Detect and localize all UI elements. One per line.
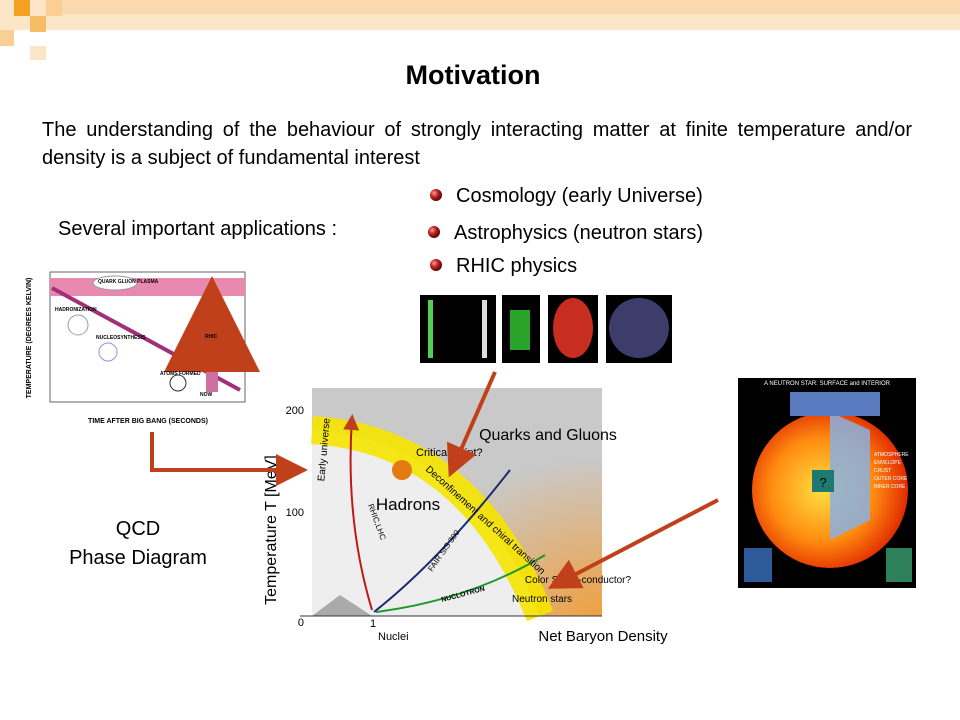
phase-diagram: Quarks and Gluons Hadrons Color Super-co… <box>263 388 668 645</box>
intro-paragraph: The understanding of the behaviour of st… <box>42 119 912 169</box>
bullet-text: RHIC physics <box>456 255 577 277</box>
region-label: Hadrons <box>376 495 440 514</box>
x-axis-label: Net Baryon Density <box>538 628 668 645</box>
corner-decoration <box>0 0 960 60</box>
region-label: Neutron stars <box>512 594 572 605</box>
y-tick-label: 0 <box>298 617 304 629</box>
collision-images <box>420 295 672 363</box>
region-label: Quarks and Gluons <box>479 427 617 444</box>
x-tick-note: Nuclei <box>378 631 409 643</box>
plot-label: HADRONIZATION <box>55 307 97 313</box>
plot-label: NOW <box>200 392 213 398</box>
x-tick-label: 1 <box>370 618 376 630</box>
arrows <box>150 371 719 589</box>
plot-label: QUARK GLUON PLASMA <box>98 279 159 285</box>
star-label: ENVELOPE <box>874 460 902 466</box>
star-label: OUTER CORE <box>874 476 908 482</box>
plot-label: RHIC <box>205 334 218 340</box>
star-label: ATMOSPHERE <box>874 452 909 458</box>
y-tick-label: 200 <box>286 405 304 417</box>
star-label: ? <box>819 475 826 490</box>
star-label: INNER CORE <box>874 484 906 490</box>
bullet-text: Cosmology (early Universe) <box>456 185 703 207</box>
neutron-star-image: A NEUTRON STAR: SURFACE and INTERIOR ATM… <box>738 378 916 588</box>
plot-x-label: TIME AFTER BIG BANG (SECONDS) <box>88 418 208 425</box>
plot-y-label: TEMPERATURE (DEGREES KELVIN) <box>26 278 33 399</box>
star-label: CRUST <box>874 468 891 474</box>
applications-label: Several important applications : <box>58 218 337 240</box>
bullet <box>428 226 440 238</box>
y-tick-label: 100 <box>286 507 304 519</box>
bullet-text: Astrophysics (neutron stars) <box>454 222 703 244</box>
caption-line: QCD <box>116 518 160 540</box>
region-label: Color Super-conductor? <box>525 575 632 586</box>
cosmology-plot: QUARK GLUON PLASMA HADRONIZATION NUCLEOS… <box>26 271 260 425</box>
plot-label: ATOMS FORMED <box>160 371 201 377</box>
slide-title: Motivation <box>406 60 541 90</box>
diagram-label: Critical point? <box>416 447 483 459</box>
caption-line: Phase Diagram <box>69 547 207 569</box>
plot-label: NUCLEOSYNTHESIS <box>96 335 146 341</box>
bullet <box>430 259 442 271</box>
bullet-list: Cosmology (early Universe) Astrophysics … <box>428 185 703 277</box>
bullet <box>430 189 442 201</box>
y-axis-label: Temperature T [MeV] <box>263 455 280 605</box>
star-title: A NEUTRON STAR: SURFACE and INTERIOR <box>764 381 891 387</box>
